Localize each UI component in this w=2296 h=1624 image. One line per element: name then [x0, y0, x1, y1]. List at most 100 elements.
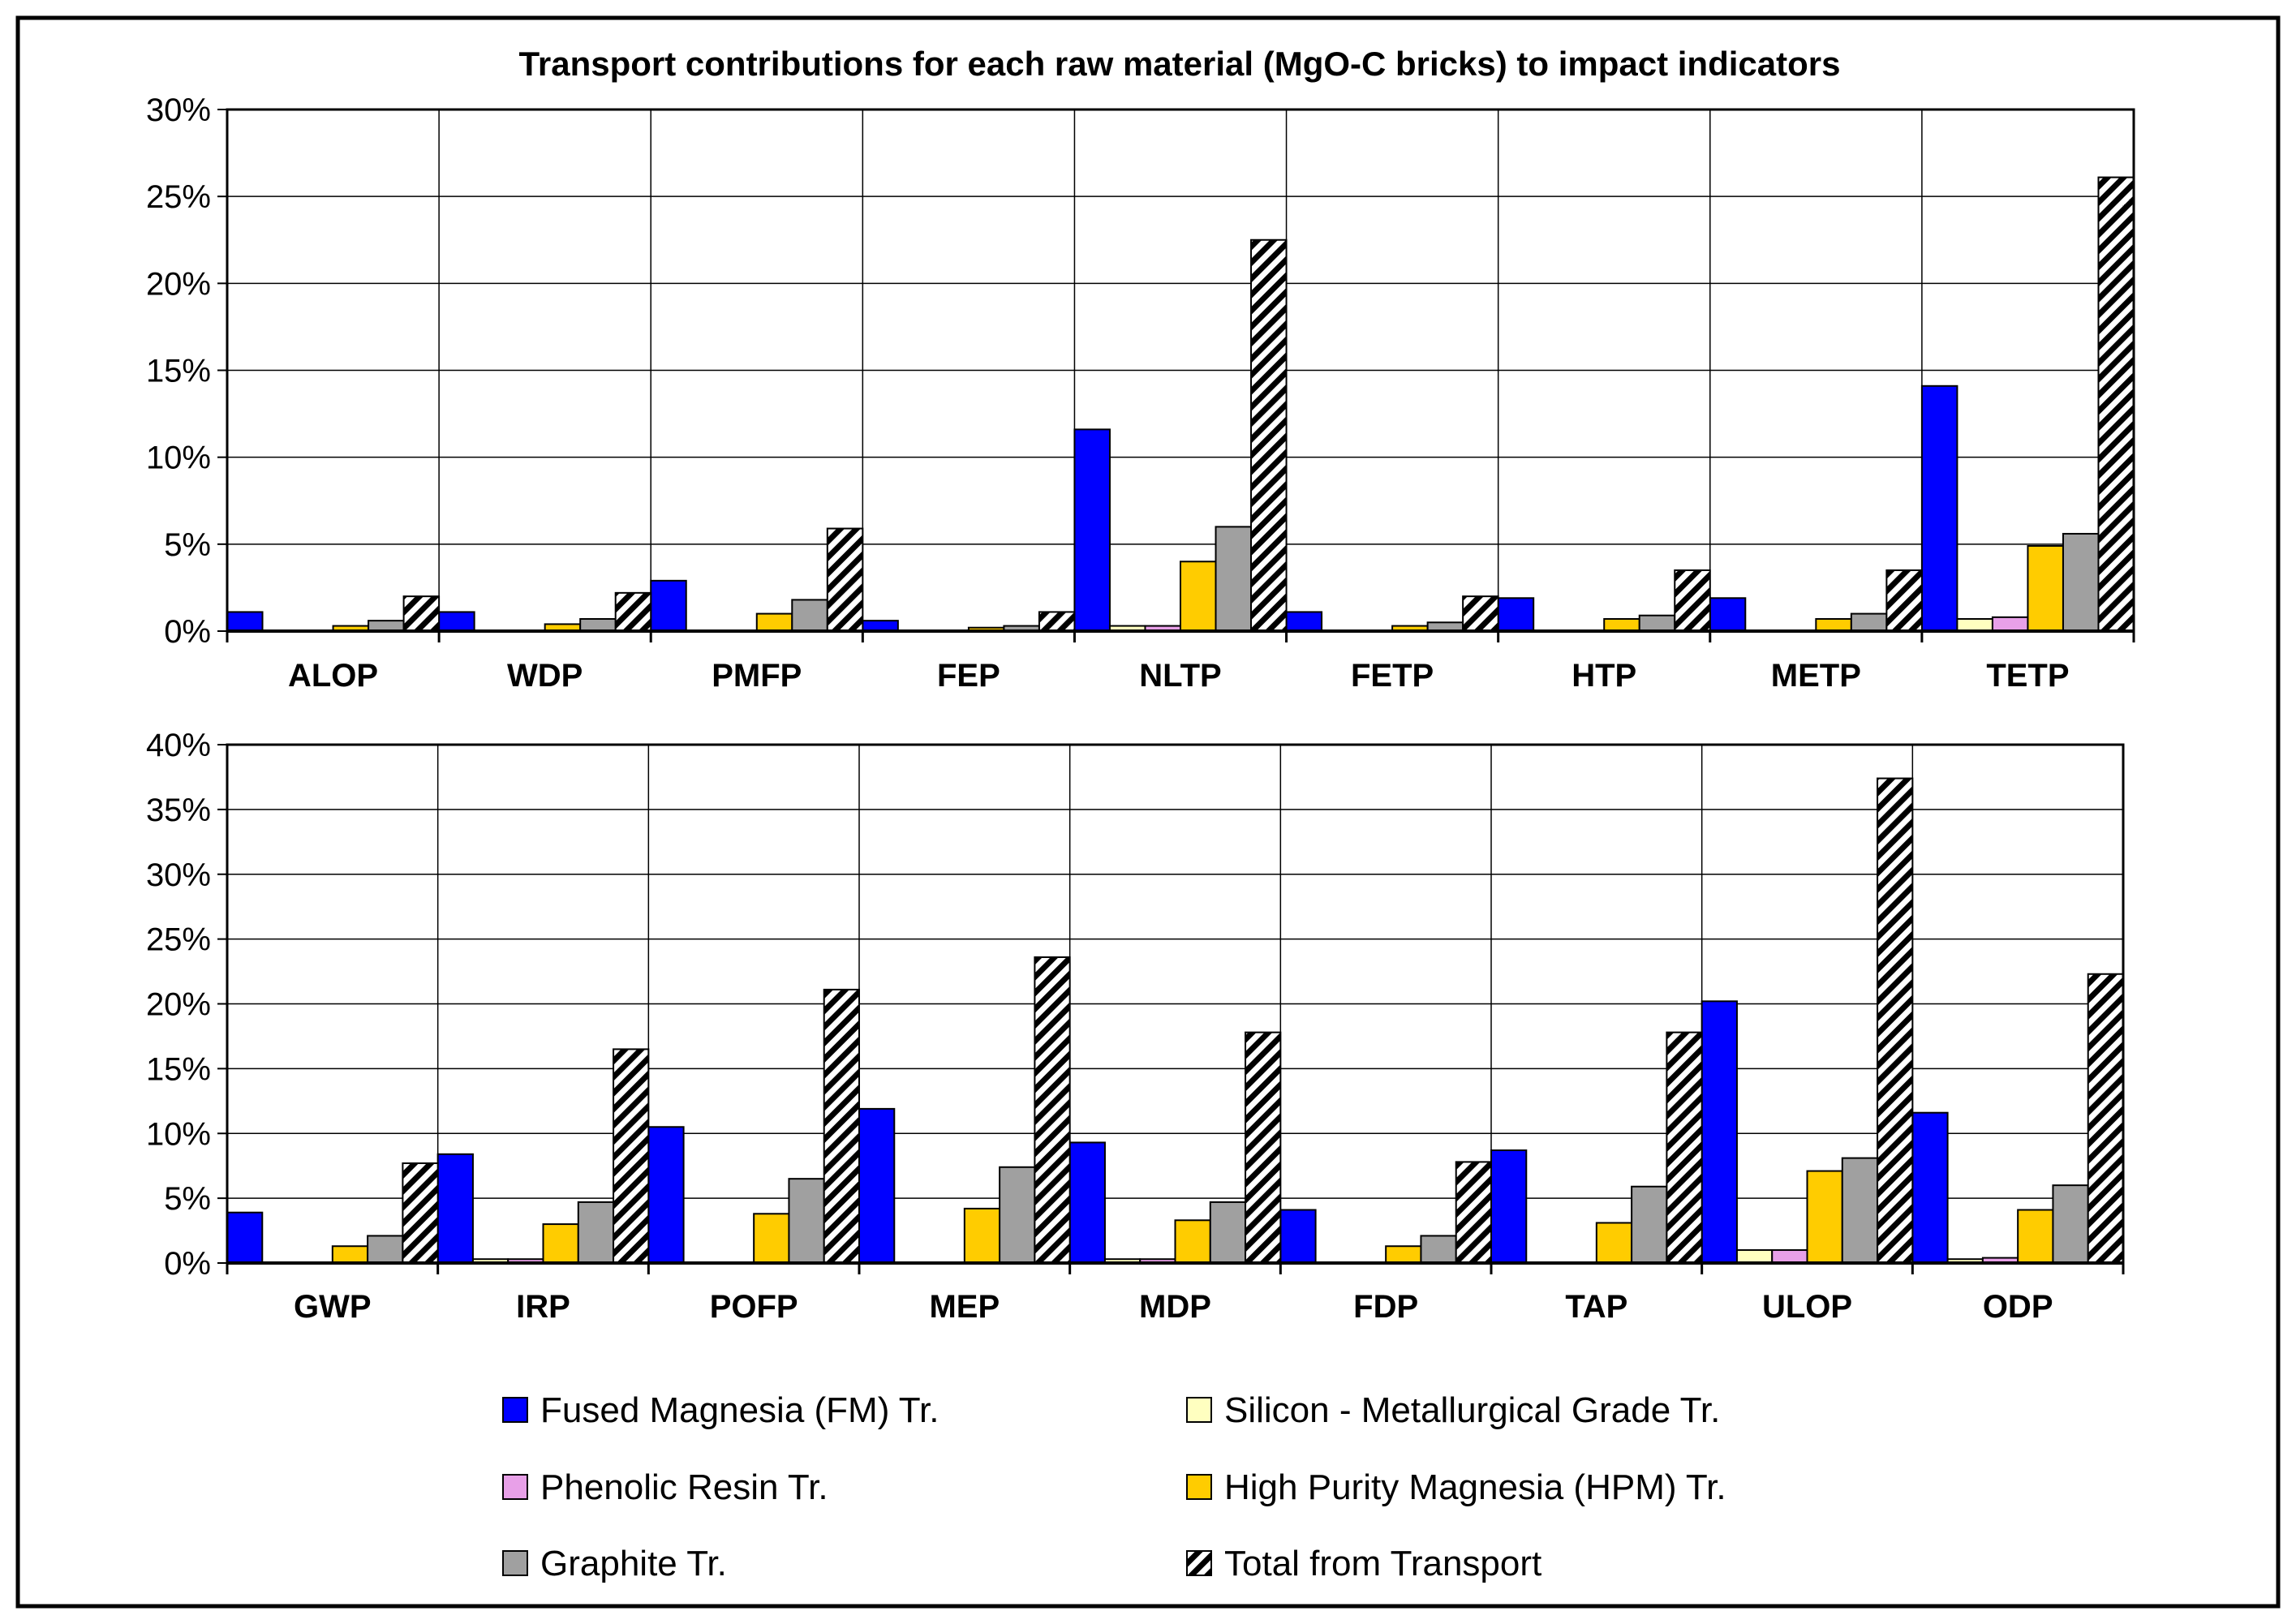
- bar-total-gwp: [402, 1162, 439, 1265]
- category-label: TAP: [1565, 1289, 1627, 1325]
- bar-pr-ulop: [1771, 1249, 1808, 1265]
- bar-hpm-metp: [1815, 617, 1852, 632]
- bar-total-metp: [1885, 569, 1923, 633]
- category-label: WDP: [507, 658, 583, 694]
- bar-total-fep: [1038, 611, 1076, 633]
- bar-fm-tap: [1490, 1149, 1528, 1264]
- bar-gr-pmfp: [791, 599, 828, 632]
- bar-si-ulop: [1735, 1249, 1774, 1265]
- legend-label-hpm: High Purity Magnesia (HPM) Tr.: [1224, 1467, 1726, 1507]
- bar-fm-ulop: [1701, 1000, 1738, 1265]
- y-tick-label: 20%: [146, 266, 211, 302]
- y-tick-label: 0%: [164, 1246, 211, 1282]
- category-label: MDP: [1139, 1289, 1211, 1325]
- y-tick-label: 25%: [146, 179, 211, 215]
- category-label: ODP: [1983, 1289, 2053, 1325]
- bar-fm-mdp: [1068, 1141, 1106, 1264]
- bar-fm-irp: [436, 1153, 474, 1265]
- bar-total-tap: [1666, 1031, 1703, 1265]
- category-label: METP: [1771, 658, 1861, 694]
- y-tick-label: 10%: [146, 440, 211, 476]
- bar-gr-pofp: [788, 1178, 825, 1264]
- bar-fm-fdp: [1279, 1209, 1317, 1264]
- bar-gr-tetp: [2062, 532, 2100, 632]
- y-tick-label: 15%: [146, 354, 211, 389]
- category-label: FDP: [1353, 1289, 1418, 1325]
- legend-label-si: Silicon - Metallurgical Grade Tr.: [1224, 1390, 1720, 1430]
- category-label: POFP: [710, 1289, 798, 1325]
- chart-title: Transport contributions for each raw mat…: [519, 45, 1841, 83]
- bar-gr-wdp: [579, 617, 617, 632]
- legend-swatch-fm: [502, 1397, 528, 1423]
- bar-total-pmfp: [826, 527, 864, 632]
- legend-swatch-si: [1186, 1397, 1212, 1423]
- figure-border: [15, 15, 2281, 1609]
- bar-total-ulop: [1877, 777, 1914, 1264]
- y-tick-label: 30%: [146, 857, 211, 893]
- bar-gr-mdp: [1209, 1201, 1247, 1264]
- bar-fm-wdp: [438, 611, 475, 633]
- bar-total-mep: [1034, 956, 1071, 1264]
- y-tick-label: 25%: [146, 922, 211, 958]
- bar-total-alop: [402, 595, 441, 633]
- category-label: GWP: [294, 1289, 372, 1325]
- bar-hpm-pofp: [753, 1213, 790, 1265]
- bar-gr-metp: [1850, 612, 1888, 632]
- bar-hpm-tetp: [2027, 544, 2064, 633]
- legend-label-pr: Phenolic Resin Tr.: [540, 1467, 828, 1507]
- bar-gr-ulop: [1841, 1157, 1879, 1265]
- bar-hpm-fdp: [1385, 1245, 1422, 1265]
- bar-gr-fdp: [1420, 1235, 1457, 1265]
- bar-hpm-mdp: [1174, 1219, 1211, 1264]
- bar-si-tetp: [1956, 617, 1993, 632]
- legend-swatch-total: [1186, 1550, 1212, 1576]
- bottom-panel: 0% 5% 10% 15% 20% 25% 30% 35% 40% GWP IRP POFP MEP MD…: [146, 728, 2125, 1325]
- bar-total-irp: [613, 1048, 650, 1264]
- bar-fm-mep: [858, 1107, 896, 1264]
- bar-hpm-pmfp: [755, 612, 793, 632]
- legend-swatch-gr: [502, 1550, 528, 1576]
- bar-fm-pmfp: [650, 579, 687, 632]
- category-label: ALOP: [288, 658, 378, 694]
- legend-label-gr: Graphite Tr.: [540, 1544, 727, 1583]
- y-tick-label: 20%: [146, 987, 211, 1023]
- bar-hpm-odp: [2017, 1209, 2054, 1264]
- bar-hpm-mep: [963, 1207, 1001, 1265]
- y-tick-label: 0%: [164, 614, 211, 650]
- legend-swatch-hpm: [1186, 1474, 1212, 1500]
- y-tick-label: 30%: [146, 92, 211, 128]
- category-label: FETP: [1351, 658, 1434, 694]
- bar-fm-tetp: [1920, 385, 1958, 632]
- category-label: PMFP: [712, 658, 802, 694]
- bar-hpm-gwp: [331, 1245, 369, 1265]
- bar-fm-fetp: [1285, 611, 1323, 633]
- y-tick-label: 15%: [146, 1051, 211, 1087]
- category-label: FEP: [937, 658, 1000, 694]
- bar-fm-odp: [1911, 1111, 1949, 1264]
- bar-fm-alop: [226, 611, 264, 633]
- legend-swatch-pr: [502, 1474, 528, 1500]
- bar-gr-odp: [2052, 1184, 2089, 1265]
- bar-fm-gwp: [226, 1211, 264, 1265]
- bar-hpm-htp: [1603, 617, 1640, 632]
- category-label: MEP: [929, 1289, 1000, 1325]
- bar-total-fetp: [1462, 595, 1499, 633]
- category-label: ULOP: [1762, 1289, 1852, 1325]
- bar-total-fdp: [1455, 1161, 1492, 1265]
- bar-total-mdp: [1245, 1031, 1282, 1265]
- bar-gr-mep: [999, 1166, 1036, 1265]
- legend-label-total: Total from Transport: [1224, 1544, 1541, 1583]
- bar-gr-tap: [1631, 1185, 1668, 1265]
- bar-total-tetp: [2097, 176, 2135, 632]
- bar-fm-nltp: [1073, 428, 1111, 633]
- legend: Fused Magnesia (FM) Tr. Silicon - Metallu…: [502, 1390, 1726, 1583]
- top-panel: 0% 5% 10% 15% 20% 25% 30% ALOP WDP PMFP FEP NLTP FET…: [146, 92, 2135, 694]
- bar-hpm-nltp: [1180, 561, 1217, 632]
- y-tick-label: 10%: [146, 1116, 211, 1152]
- bar-total-wdp: [614, 591, 652, 633]
- bar-total-odp: [2087, 973, 2124, 1264]
- bar-pr-tetp: [1991, 616, 2029, 632]
- y-tick-label: 35%: [146, 793, 211, 828]
- bar-fm-metp: [1709, 597, 1747, 633]
